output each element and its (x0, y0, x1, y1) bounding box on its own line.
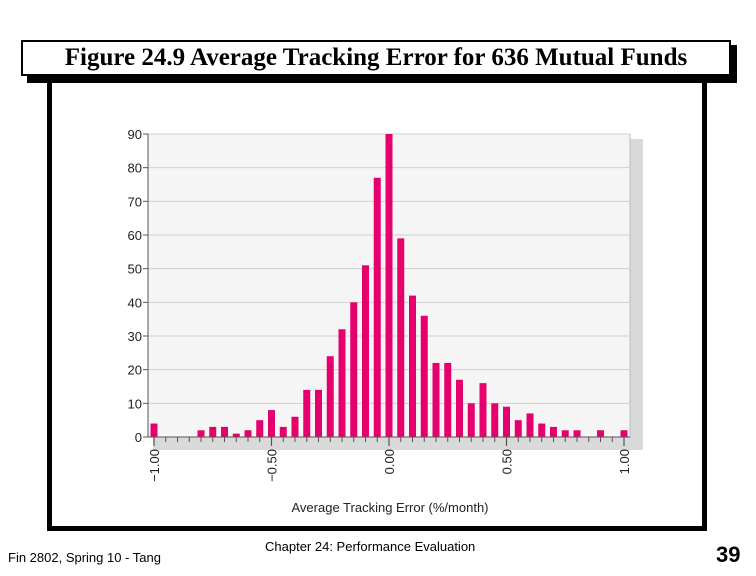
histogram-bar (326, 356, 334, 437)
histogram-bar (479, 383, 487, 437)
y-tick-label: 20 (128, 363, 142, 378)
y-tick-label: 70 (128, 194, 142, 209)
histogram-bar (456, 379, 463, 437)
footer-chapter: Chapter 24: Performance Evaluation (265, 539, 476, 554)
histogram-bar (256, 420, 264, 437)
histogram-bar (503, 406, 510, 437)
x-tick-label: −1.00 (147, 449, 162, 482)
y-tick-label: 30 (128, 329, 142, 344)
histogram-bar (550, 426, 557, 437)
histogram-bar (491, 403, 499, 437)
histogram-bar (221, 426, 228, 437)
histogram-bar (397, 238, 405, 437)
histogram-bar (597, 430, 604, 437)
histogram-bar (538, 423, 546, 437)
y-tick-label: 50 (128, 262, 142, 277)
histogram-bar (268, 410, 275, 437)
y-tick-label: 60 (128, 228, 142, 243)
x-tick-label: 0.00 (382, 449, 397, 474)
histogram-bar (338, 329, 346, 437)
y-tick-label: 0 (135, 430, 142, 445)
histogram-bar (432, 362, 440, 437)
histogram-bar (409, 295, 416, 437)
histogram-bar (291, 416, 299, 437)
histogram-bar (373, 177, 381, 437)
y-tick-label: 40 (128, 295, 142, 310)
y-tick-label: 90 (128, 127, 142, 142)
y-tick-label: 80 (128, 161, 142, 176)
x-tick-label: −0.50 (265, 449, 280, 482)
histogram-bar (362, 265, 369, 437)
x-axis-label: Average Tracking Error (%/month) (292, 500, 489, 515)
histogram-bar (420, 315, 428, 437)
histogram-bar (514, 420, 522, 437)
histogram-bar (279, 426, 287, 437)
histogram-bar (303, 389, 311, 437)
histogram-bar (150, 423, 158, 437)
tick-labels: 0 10 20 30 40 50 60 70 80 90 −1.00 −0.50 0.00 0.50 1.0… (128, 127, 632, 482)
histogram-bar (232, 433, 240, 437)
histogram-bar (620, 430, 628, 437)
histogram-bar (197, 430, 205, 437)
histogram-bar (573, 430, 581, 437)
histogram-bar (244, 430, 252, 437)
histogram-bar (315, 389, 322, 437)
x-tick-label: 0.50 (500, 449, 515, 474)
histogram-bar (444, 362, 452, 437)
y-tick-label: 10 (128, 396, 142, 411)
histogram-bar (467, 403, 475, 437)
histogram-bar (526, 413, 534, 437)
axes (143, 133, 630, 446)
page-number: 39 (716, 542, 741, 567)
histogram-bar (350, 302, 358, 437)
histogram-bar (561, 430, 569, 437)
histogram-bar (385, 134, 393, 437)
x-tick-label: 1.00 (617, 449, 632, 474)
footer-course: Fin 2802, Spring 10 - Tang (8, 550, 161, 565)
histogram-bar (209, 426, 217, 437)
bars (150, 134, 628, 437)
slide-title: Figure 24.9 Average Tracking Error for 6… (21, 40, 731, 76)
